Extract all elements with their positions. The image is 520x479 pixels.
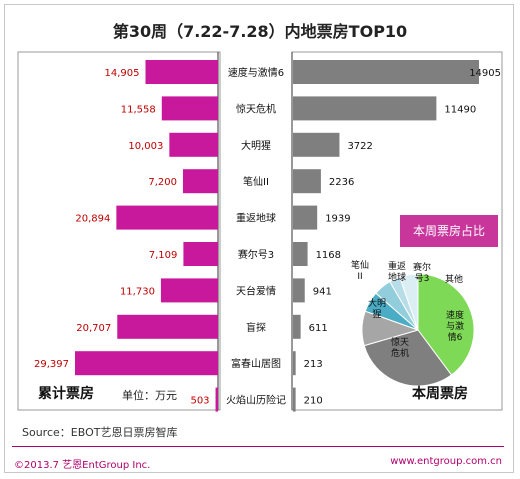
- pie-label: 重返地球: [388, 260, 406, 283]
- category-label: 盲探: [246, 321, 266, 334]
- left-bar: [169, 132, 218, 157]
- pie-label: 赛尔号3: [413, 261, 431, 284]
- category-label: 笔仙II: [243, 175, 269, 188]
- right-value-label: 213: [304, 359, 323, 370]
- left-caption: 累计票房: [38, 386, 94, 402]
- left-value-label: 7,200: [148, 177, 177, 188]
- right-bar: [293, 96, 437, 121]
- left-bar: [161, 96, 218, 121]
- right-value-label: 1939: [325, 214, 350, 225]
- right-value-label: 11490: [444, 104, 476, 115]
- category-label: 富春山居图: [231, 357, 281, 370]
- left-bar: [145, 60, 218, 84]
- right-value-label: 611: [309, 323, 328, 334]
- left-value-label: 20,707: [76, 323, 111, 334]
- left-value-label: 11,558: [121, 104, 156, 115]
- pie-slice: [399, 273, 419, 331]
- right-bar: [293, 132, 340, 157]
- category-label: 速度与激情6: [228, 66, 284, 79]
- right-bar: [293, 278, 305, 303]
- right-bar: [293, 205, 318, 230]
- pie-slice: [363, 329, 453, 387]
- left-bar: [182, 169, 218, 194]
- right-caption: 本周票房: [412, 386, 468, 402]
- left-bar: [160, 278, 218, 303]
- left-value-label: 11,730: [120, 286, 155, 297]
- chart-frame: [4, 4, 514, 473]
- left-panel-frame: [17, 51, 221, 411]
- left-bar: [75, 351, 218, 376]
- right-bar: [293, 387, 296, 412]
- left-value-label: 503: [190, 396, 209, 407]
- left-bar: [183, 242, 218, 266]
- right-value-label: 210: [304, 396, 323, 407]
- source-note: Source：EBOT艺恩日票房智库: [22, 426, 178, 439]
- left-value-label: 10,003: [128, 141, 163, 152]
- right-bar: [293, 314, 301, 339]
- left-value-label: 7,109: [149, 250, 178, 261]
- footer-divider: [12, 446, 504, 447]
- pie-slice: [417, 273, 475, 376]
- right-value-label: 1168: [316, 250, 341, 261]
- chart-title: 第30周（7.22-7.28）内地票房TOP10: [112, 22, 408, 41]
- right-value-label: 2236: [329, 177, 354, 188]
- right-value-label: 3722: [347, 141, 372, 152]
- unit-label: 单位：万元: [122, 389, 177, 402]
- pie-label: 惊天危机: [391, 336, 409, 359]
- pie-label: 速度与激情6: [446, 309, 464, 343]
- left-bar: [117, 314, 218, 339]
- right-value-label: 941: [313, 286, 332, 297]
- left-value-label: 29,397: [34, 359, 69, 370]
- category-label: 赛尔号3: [238, 248, 274, 261]
- category-label: 大明猩: [241, 139, 271, 152]
- category-label: 惊天危机: [236, 102, 276, 115]
- category-label: 重返地球: [236, 212, 276, 225]
- website: www.entgroup.com.cn: [390, 456, 502, 467]
- category-label: 火焰山历险记: [226, 394, 286, 407]
- right-bar: [293, 169, 321, 194]
- left-value-label: 14,905: [104, 68, 139, 79]
- left-value-label: 20,894: [75, 214, 110, 225]
- copyright: ©2013.7 艺恩EntGroup Inc.: [14, 460, 151, 471]
- right-bar: [293, 242, 308, 266]
- pie-label: 大明猩: [368, 297, 386, 320]
- category-label: 天台爱情: [236, 284, 276, 297]
- left-bar: [116, 205, 218, 230]
- right-value-label: 14905: [469, 68, 501, 79]
- pie-title: 本周票房占比: [400, 215, 498, 247]
- pie-label: 其他: [445, 273, 463, 285]
- right-bar: [293, 351, 296, 376]
- pie-label: 笔仙 II: [351, 259, 369, 282]
- right-bar: [293, 60, 479, 84]
- left-bar: [215, 387, 218, 412]
